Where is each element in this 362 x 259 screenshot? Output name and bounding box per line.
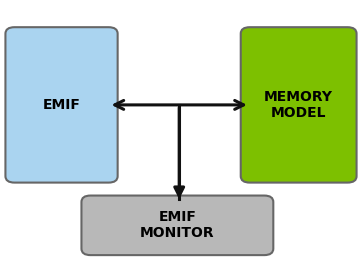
- FancyBboxPatch shape: [241, 27, 357, 183]
- Text: MEMORY
MODEL: MEMORY MODEL: [264, 90, 333, 120]
- Text: EMIF: EMIF: [43, 98, 80, 112]
- Text: EMIF
MONITOR: EMIF MONITOR: [140, 210, 215, 240]
- FancyBboxPatch shape: [5, 27, 118, 183]
- FancyBboxPatch shape: [81, 196, 273, 255]
